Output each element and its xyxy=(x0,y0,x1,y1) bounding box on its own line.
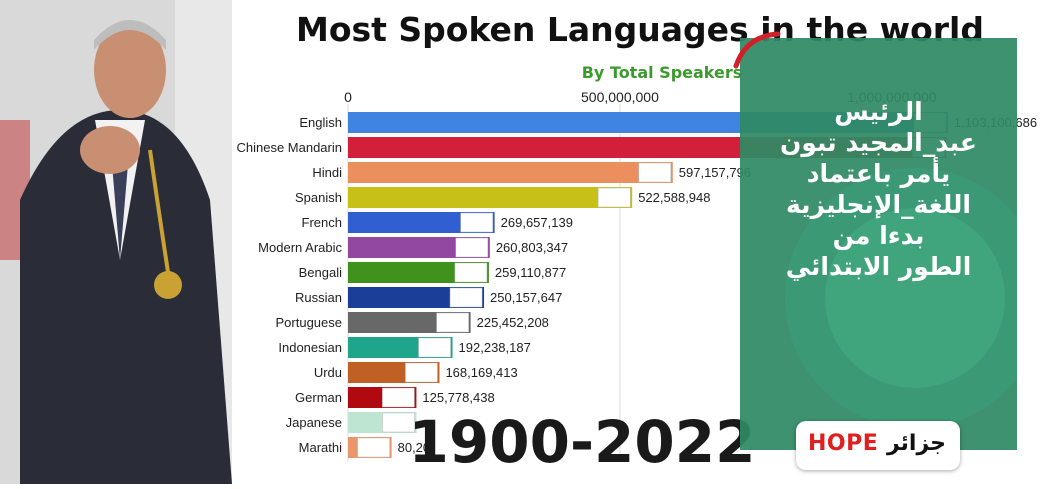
speaker-photo-illustration xyxy=(0,0,232,484)
value-label: 225,452,208 xyxy=(477,315,549,330)
value-label: 192,238,187 xyxy=(459,340,531,355)
bar xyxy=(348,262,489,283)
bar xyxy=(348,162,673,183)
value-label: 125,778,438 xyxy=(422,390,494,405)
category-label: English xyxy=(299,115,342,130)
category-label: Chinese Mandarin xyxy=(236,140,342,155)
category-label: Urdu xyxy=(314,365,342,380)
headline-text: الرئيس عبد_المجيد تبون يأمر باعتماد اللغ… xyxy=(740,96,1017,282)
flag-icon xyxy=(382,387,415,408)
headline-line-4: اللغة_الإنجليزية xyxy=(785,190,972,219)
headline-line-6: الطور الابتدائي xyxy=(785,252,972,281)
headline-line-5: بدءا من xyxy=(832,221,925,250)
x-tick-label: 0 xyxy=(344,89,352,105)
globe-inner-shape xyxy=(825,208,1005,388)
value-label: 168,169,413 xyxy=(445,365,517,380)
flag-icon xyxy=(638,162,672,183)
flag-icon xyxy=(382,412,415,433)
flag-icon xyxy=(597,187,631,208)
category-label: Portuguese xyxy=(276,315,343,330)
category-label: Modern Arabic xyxy=(258,240,342,255)
headline-line-2: عبد_المجيد تبون xyxy=(780,128,977,157)
category-label: German xyxy=(295,390,342,405)
value-label: 250,157,647 xyxy=(490,290,562,305)
value-label: 259,110,877 xyxy=(495,265,566,280)
bar xyxy=(348,212,495,233)
period-label: 1900-2022 xyxy=(409,408,756,476)
category-label: Hindi xyxy=(312,165,342,180)
category-label: Japanese xyxy=(286,415,342,430)
flag-icon xyxy=(357,437,390,458)
category-label: Marathi xyxy=(299,440,342,455)
brand-name: جزائر xyxy=(886,431,946,456)
flag-icon xyxy=(436,312,469,333)
value-label: 80,20 xyxy=(398,440,431,455)
flag-icon xyxy=(460,212,493,233)
flag-icon xyxy=(455,237,489,258)
accent-arc xyxy=(733,31,781,69)
flag-icon xyxy=(454,262,488,283)
value-label: 597,157,796 xyxy=(679,165,751,180)
globe-shape xyxy=(785,168,1017,428)
overlay-background xyxy=(740,38,1017,450)
category-label: Russian xyxy=(295,290,342,305)
value-label: 269,657,139 xyxy=(501,215,573,230)
category-label: Bengali xyxy=(299,265,342,280)
headline-line-3: يأمر باعتماد xyxy=(806,159,951,188)
category-label: French xyxy=(302,215,342,230)
brand-badge: HOPE جزائر xyxy=(796,421,960,470)
flag-icon xyxy=(405,362,438,383)
flag-icon xyxy=(449,287,483,308)
category-label: Spanish xyxy=(295,190,342,205)
brand-logo-text: HOPE xyxy=(808,431,879,456)
news-overlay: الرئيس عبد_المجيد تبون يأمر باعتماد اللغ… xyxy=(740,38,1017,450)
headline-line-1: الرئيس xyxy=(834,97,923,126)
value-label: 260,803,347 xyxy=(496,240,568,255)
x-tick-label: 500,000,000 xyxy=(581,89,659,105)
category-label: Indonesian xyxy=(278,340,342,355)
speaker-photo xyxy=(0,0,232,484)
value-label: 522,588,948 xyxy=(638,190,710,205)
bar xyxy=(348,187,633,208)
flag-icon xyxy=(418,337,451,358)
bar xyxy=(348,237,490,258)
chart-subtitle: By Total Speakers xyxy=(582,63,743,82)
